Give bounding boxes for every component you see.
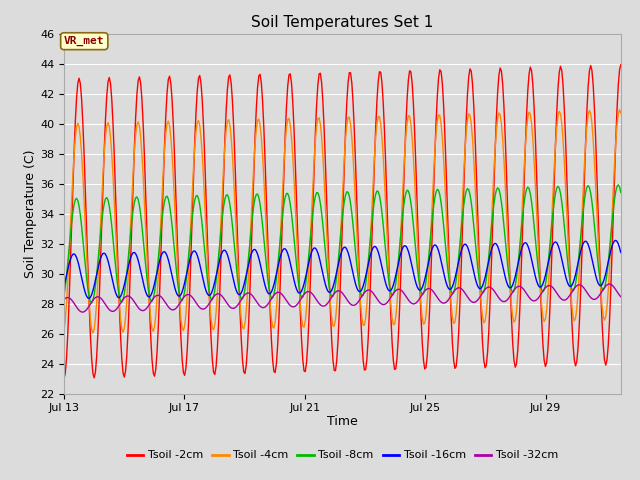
Tsoil -4cm — [261, 202, 269, 208]
Y-axis label: Soil Temperature (C): Soil Temperature (C) — [24, 149, 37, 278]
Tsoil -16cm — [617, 250, 625, 255]
Title: Soil Temperatures Set 1: Soil Temperatures Set 1 — [252, 15, 433, 30]
Tsoil -4cm — [60, 327, 68, 333]
Line: Tsoil -8cm: Tsoil -8cm — [64, 185, 621, 303]
Tsoil -32cm — [605, 281, 613, 287]
X-axis label: Time: Time — [327, 415, 358, 428]
Tsoil -16cm — [240, 283, 248, 288]
Text: VR_met: VR_met — [64, 36, 104, 46]
Tsoil -4cm — [616, 107, 623, 113]
Tsoil -32cm — [261, 304, 269, 310]
Tsoil -8cm — [240, 293, 248, 299]
Tsoil -16cm — [261, 283, 269, 288]
Tsoil -2cm — [239, 357, 246, 363]
Tsoil -2cm — [617, 62, 625, 68]
Tsoil -32cm — [617, 294, 625, 300]
Tsoil -16cm — [85, 296, 93, 301]
Tsoil -4cm — [256, 122, 264, 128]
Tsoil -16cm — [248, 251, 255, 257]
Tsoil -32cm — [374, 298, 382, 303]
Legend: Tsoil -2cm, Tsoil -4cm, Tsoil -8cm, Tsoil -16cm, Tsoil -32cm: Tsoil -2cm, Tsoil -4cm, Tsoil -8cm, Tsoi… — [122, 446, 563, 465]
Tsoil -8cm — [374, 189, 382, 194]
Tsoil -8cm — [60, 293, 68, 299]
Tsoil -8cm — [88, 300, 95, 306]
Tsoil -16cm — [69, 252, 77, 257]
Tsoil -32cm — [248, 292, 255, 298]
Tsoil -4cm — [617, 110, 625, 116]
Line: Tsoil -2cm: Tsoil -2cm — [64, 65, 621, 379]
Tsoil -32cm — [256, 303, 264, 309]
Tsoil -16cm — [60, 284, 68, 290]
Tsoil -2cm — [60, 376, 68, 382]
Line: Tsoil -4cm: Tsoil -4cm — [64, 110, 621, 333]
Tsoil -4cm — [69, 174, 77, 180]
Tsoil -2cm — [69, 186, 77, 192]
Tsoil -4cm — [89, 330, 97, 336]
Tsoil -32cm — [60, 297, 68, 302]
Tsoil -4cm — [248, 213, 255, 219]
Tsoil -8cm — [614, 182, 622, 188]
Tsoil -8cm — [261, 250, 269, 255]
Line: Tsoil -32cm: Tsoil -32cm — [64, 284, 621, 312]
Tsoil -16cm — [612, 238, 620, 243]
Tsoil -2cm — [373, 97, 381, 103]
Tsoil -2cm — [246, 285, 254, 290]
Tsoil -16cm — [374, 249, 382, 255]
Tsoil -8cm — [617, 190, 625, 195]
Tsoil -8cm — [248, 224, 255, 230]
Tsoil -8cm — [69, 210, 77, 216]
Tsoil -32cm — [79, 309, 86, 315]
Tsoil -16cm — [256, 261, 264, 266]
Line: Tsoil -16cm: Tsoil -16cm — [64, 240, 621, 299]
Tsoil -2cm — [260, 125, 268, 131]
Tsoil -2cm — [616, 67, 623, 73]
Tsoil -8cm — [256, 201, 264, 207]
Tsoil -32cm — [240, 293, 248, 299]
Tsoil -4cm — [374, 114, 382, 120]
Tsoil -32cm — [69, 299, 77, 304]
Tsoil -4cm — [240, 326, 248, 332]
